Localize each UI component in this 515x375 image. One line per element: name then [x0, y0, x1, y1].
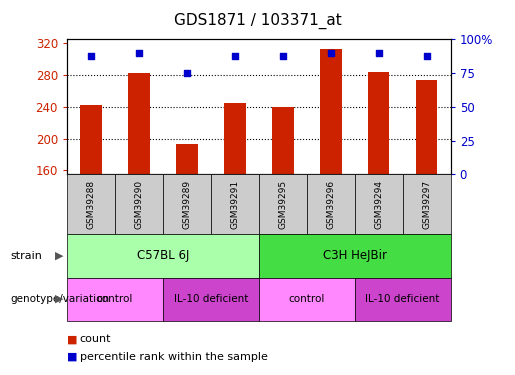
Text: GSM39289: GSM39289 — [182, 180, 192, 229]
Bar — [416, 80, 437, 174]
Text: C57BL 6J: C57BL 6J — [136, 249, 189, 262]
Text: GSM39291: GSM39291 — [230, 180, 239, 229]
Text: GSM39297: GSM39297 — [422, 180, 431, 229]
Text: count: count — [80, 334, 111, 344]
Point — [279, 53, 287, 58]
Text: GSM39296: GSM39296 — [326, 180, 335, 229]
Text: ▶: ▶ — [55, 251, 63, 261]
Bar — [272, 107, 294, 174]
Text: GDS1871 / 103371_at: GDS1871 / 103371_at — [174, 13, 341, 29]
Text: ■: ■ — [67, 334, 77, 344]
Text: IL-10 deficient: IL-10 deficient — [366, 294, 440, 304]
Bar — [128, 73, 150, 174]
Bar — [368, 72, 389, 174]
Point — [327, 50, 335, 56]
Point — [135, 50, 143, 56]
Text: control: control — [288, 294, 325, 304]
Text: percentile rank within the sample: percentile rank within the sample — [80, 352, 268, 362]
Bar — [80, 105, 102, 174]
Text: GSM39290: GSM39290 — [134, 180, 143, 229]
Point — [374, 50, 383, 56]
Bar — [176, 144, 198, 174]
Text: GSM39295: GSM39295 — [278, 180, 287, 229]
Point — [183, 70, 191, 76]
Text: strain: strain — [10, 251, 42, 261]
Text: GSM39294: GSM39294 — [374, 180, 383, 229]
Point — [422, 53, 431, 58]
Text: GSM39288: GSM39288 — [87, 180, 95, 229]
Bar — [224, 103, 246, 174]
Text: C3H HeJBir: C3H HeJBir — [323, 249, 387, 262]
Bar — [320, 49, 341, 174]
Text: control: control — [97, 294, 133, 304]
Text: ■: ■ — [67, 352, 77, 362]
Point — [231, 53, 239, 58]
Text: ▶: ▶ — [55, 294, 63, 304]
Point — [87, 53, 95, 58]
Text: IL-10 deficient: IL-10 deficient — [174, 294, 248, 304]
Text: genotype/variation: genotype/variation — [10, 294, 109, 304]
